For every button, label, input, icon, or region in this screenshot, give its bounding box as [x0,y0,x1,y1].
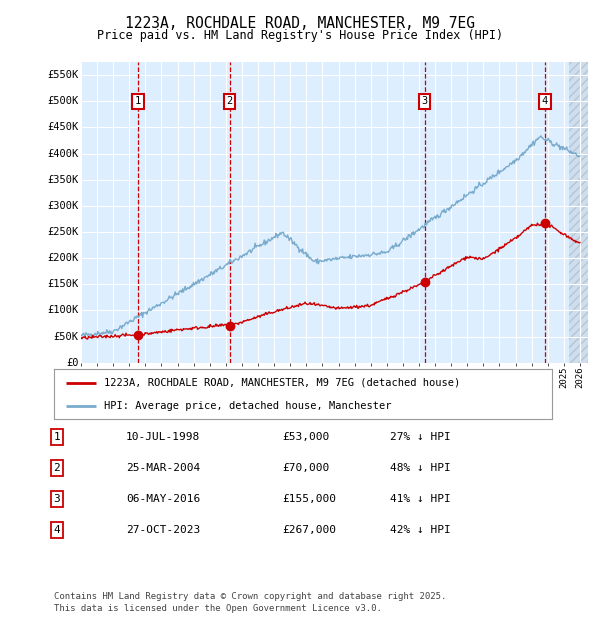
Text: £70,000: £70,000 [282,463,329,473]
Text: £300K: £300K [47,201,79,211]
Text: 1223A, ROCHDALE ROAD, MANCHESTER, M9 7EG: 1223A, ROCHDALE ROAD, MANCHESTER, M9 7EG [125,16,475,31]
Text: £550K: £550K [47,70,79,80]
Text: £100K: £100K [47,306,79,316]
Text: £250K: £250K [47,227,79,237]
Text: 48% ↓ HPI: 48% ↓ HPI [390,463,451,473]
Text: £0: £0 [66,358,79,368]
Text: £150K: £150K [47,279,79,290]
Text: £500K: £500K [47,96,79,106]
Text: 06-MAY-2016: 06-MAY-2016 [126,494,200,504]
Text: 4: 4 [53,525,61,535]
Text: 41% ↓ HPI: 41% ↓ HPI [390,494,451,504]
Text: £155,000: £155,000 [282,494,336,504]
Text: £450K: £450K [47,122,79,132]
Text: 27-OCT-2023: 27-OCT-2023 [126,525,200,535]
Text: 2: 2 [53,463,61,473]
Text: 2: 2 [226,96,233,106]
Text: 4: 4 [542,96,548,106]
Text: 1223A, ROCHDALE ROAD, MANCHESTER, M9 7EG (detached house): 1223A, ROCHDALE ROAD, MANCHESTER, M9 7EG… [104,378,460,388]
Text: 10-JUL-1998: 10-JUL-1998 [126,432,200,442]
Text: £350K: £350K [47,175,79,185]
Text: 27% ↓ HPI: 27% ↓ HPI [390,432,451,442]
Text: 3: 3 [53,494,61,504]
Text: 1: 1 [134,96,141,106]
Text: HPI: Average price, detached house, Manchester: HPI: Average price, detached house, Manc… [104,401,391,411]
Text: 3: 3 [422,96,428,106]
Text: £53,000: £53,000 [282,432,329,442]
Text: £200K: £200K [47,253,79,263]
Text: £50K: £50K [53,332,79,342]
Text: 1: 1 [53,432,61,442]
Text: 25-MAR-2004: 25-MAR-2004 [126,463,200,473]
Text: £400K: £400K [47,149,79,159]
Text: Contains HM Land Registry data © Crown copyright and database right 2025.
This d: Contains HM Land Registry data © Crown c… [54,591,446,613]
Text: 42% ↓ HPI: 42% ↓ HPI [390,525,451,535]
Text: Price paid vs. HM Land Registry's House Price Index (HPI): Price paid vs. HM Land Registry's House … [97,30,503,42]
Text: £267,000: £267,000 [282,525,336,535]
Bar [569,62,588,363]
